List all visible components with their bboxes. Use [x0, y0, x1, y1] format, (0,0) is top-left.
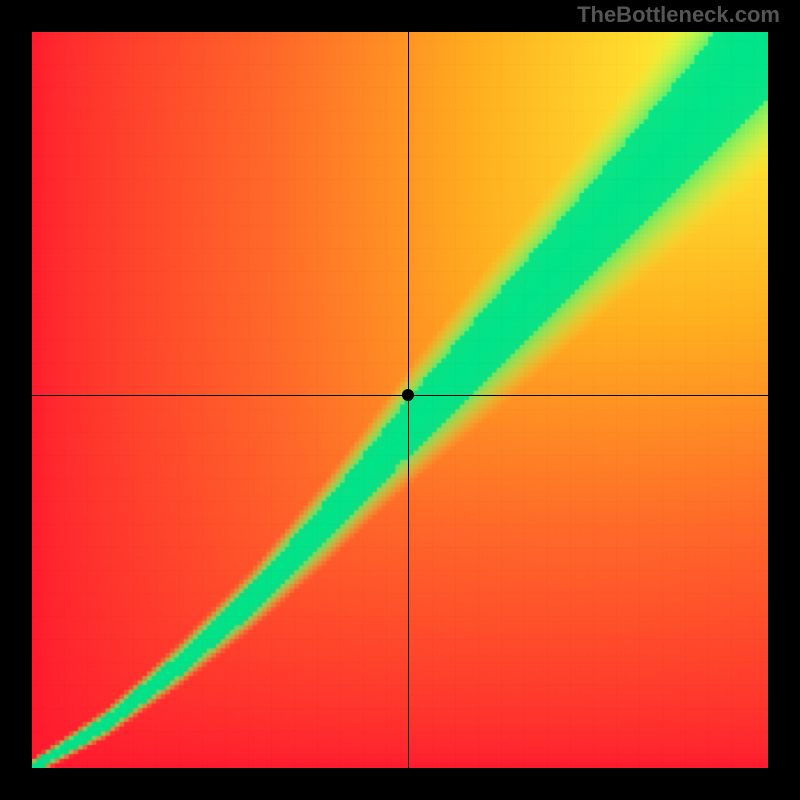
marker-dot	[402, 389, 414, 401]
plot-area	[32, 32, 768, 768]
heatmap-canvas	[32, 32, 768, 768]
crosshair-horizontal	[32, 395, 768, 396]
watermark-text: TheBottleneck.com	[577, 2, 780, 28]
